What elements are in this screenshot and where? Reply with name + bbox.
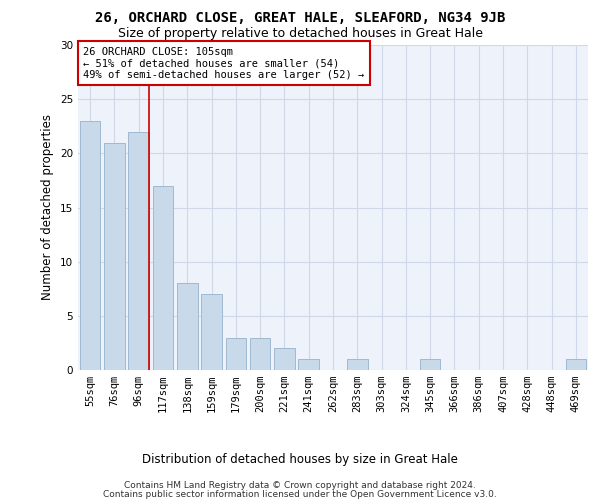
Bar [274, 348, 295, 370]
Text: Contains HM Land Registry data © Crown copyright and database right 2024.: Contains HM Land Registry data © Crown c… [124, 481, 476, 490]
Bar [250, 338, 271, 370]
Bar [80, 121, 100, 370]
Bar [104, 142, 125, 370]
Text: Distribution of detached houses by size in Great Hale: Distribution of detached houses by size … [142, 452, 458, 466]
Text: Size of property relative to detached houses in Great Hale: Size of property relative to detached ho… [118, 28, 482, 40]
Bar [177, 284, 197, 370]
Text: Contains public sector information licensed under the Open Government Licence v3: Contains public sector information licen… [103, 490, 497, 499]
Y-axis label: Number of detached properties: Number of detached properties [41, 114, 55, 300]
Bar [298, 359, 319, 370]
Bar [420, 359, 440, 370]
Bar [152, 186, 173, 370]
Bar [128, 132, 149, 370]
Text: 26 ORCHARD CLOSE: 105sqm
← 51% of detached houses are smaller (54)
49% of semi-d: 26 ORCHARD CLOSE: 105sqm ← 51% of detach… [83, 46, 364, 80]
Bar [226, 338, 246, 370]
Text: 26, ORCHARD CLOSE, GREAT HALE, SLEAFORD, NG34 9JB: 26, ORCHARD CLOSE, GREAT HALE, SLEAFORD,… [95, 11, 505, 25]
Bar [566, 359, 586, 370]
Bar [201, 294, 222, 370]
Bar [347, 359, 368, 370]
